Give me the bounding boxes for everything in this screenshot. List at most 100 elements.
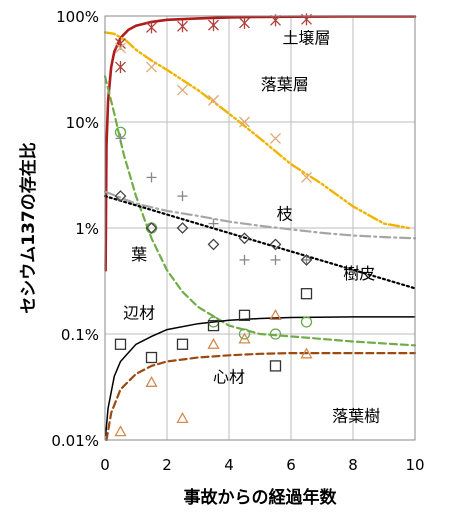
- point-soil: [177, 20, 188, 33]
- fit-curve-sapwood: [104, 316, 416, 437]
- point-bark: [238, 232, 251, 245]
- square-shape: [176, 338, 189, 350]
- point-heartwood: [114, 425, 127, 437]
- fit-curve-heartwood: [105, 352, 417, 442]
- point-heartwood: [207, 337, 220, 349]
- square-shape: [114, 338, 127, 350]
- annotation-label: 辺材: [123, 304, 155, 323]
- x-stroke: [270, 132, 281, 144]
- point-soil: [146, 21, 157, 34]
- annotation-label: 葉: [131, 245, 147, 264]
- point-bark: [300, 253, 313, 266]
- point-leaf: [269, 328, 282, 340]
- point-sapwood: [269, 360, 282, 372]
- triangle-shape: [300, 347, 313, 359]
- x-stroke: [239, 116, 250, 128]
- point-heartwood: [145, 375, 158, 387]
- x-stroke: [146, 61, 157, 73]
- point-heartwood: [176, 412, 189, 424]
- y-tick-label: 100%: [56, 8, 99, 26]
- point-branch: [115, 133, 126, 144]
- x-tick-label: 0: [100, 456, 110, 474]
- fit-curve-bark: [103, 195, 417, 290]
- point-branch: [146, 172, 157, 183]
- point-branch: [301, 254, 312, 265]
- x-axis-title: 事故からの経過年数: [184, 487, 338, 508]
- point-bark: [145, 222, 158, 234]
- point-litter: [208, 94, 219, 106]
- point-heartwood: [269, 308, 282, 320]
- point-bark: [207, 238, 220, 251]
- x-tick-label: 4: [224, 456, 234, 474]
- point-sapwood: [114, 338, 127, 350]
- point-soil: [208, 19, 219, 32]
- triangle-shape: [269, 308, 282, 320]
- point-soil: [301, 13, 312, 26]
- diamond-shape: [114, 190, 127, 203]
- x-tick-label: 8: [348, 456, 358, 474]
- triangle-shape: [207, 337, 220, 349]
- x-stroke: [115, 42, 126, 54]
- y-tick-label: 1%: [75, 220, 99, 238]
- annotation-label: 枝: [277, 205, 293, 224]
- annotation-label: 土壌層: [282, 29, 330, 48]
- point-sapwood: [145, 351, 158, 364]
- square-shape: [300, 288, 313, 300]
- point-sapwood: [176, 338, 189, 350]
- point-sapwood: [300, 288, 313, 300]
- y-axis-title: セシウム137の存在比: [18, 142, 39, 314]
- point-bark: [114, 190, 127, 203]
- plot-frame: [104, 15, 416, 441]
- square-shape: [238, 309, 251, 321]
- diamond-shape: [300, 253, 313, 266]
- circle-shape: [269, 328, 282, 340]
- diamond-shape: [238, 232, 251, 245]
- point-litter: [115, 42, 126, 54]
- triangle-shape: [114, 425, 127, 437]
- x-tick-label: 10: [405, 456, 424, 474]
- point-litter: [146, 61, 157, 73]
- annotation-label: 樹皮: [343, 264, 375, 283]
- square-shape: [269, 360, 282, 372]
- point-sapwood: [207, 319, 220, 332]
- fit-curve-litter: [103, 31, 410, 230]
- point-heartwood: [300, 347, 313, 359]
- point-bark: [269, 238, 282, 251]
- circle-shape: [300, 316, 313, 328]
- point-branch: [208, 218, 219, 229]
- point-soil: [115, 61, 126, 74]
- y-tick-label: 0.1%: [61, 326, 99, 344]
- point-soil: [239, 16, 250, 29]
- square-shape: [145, 351, 158, 364]
- x-stroke: [177, 84, 188, 96]
- triangle-shape: [145, 375, 158, 387]
- diamond-shape: [176, 222, 189, 234]
- y-tick-label: 0.01%: [51, 432, 99, 450]
- tick-labels: 0 2 4 6 8 10 0.01% 0.1% 1% 10% 100%: [51, 8, 424, 474]
- x-stroke: [301, 171, 312, 183]
- point-leaf: [300, 316, 313, 328]
- point-litter: [270, 132, 281, 144]
- triangle-shape: [176, 412, 189, 424]
- point-sapwood: [238, 309, 251, 321]
- fit-curve-branch: [103, 190, 417, 240]
- diamond-shape: [145, 222, 158, 234]
- x-tick-label: 6: [286, 456, 296, 474]
- annotation-label: 心材: [213, 367, 245, 386]
- point-bark: [176, 222, 189, 234]
- point-heartwood: [238, 332, 251, 344]
- x-stroke: [208, 94, 219, 106]
- triangle-shape: [238, 332, 251, 344]
- data-points: [114, 13, 313, 437]
- point-litter: [177, 84, 188, 96]
- fit-curve-leaf: [103, 75, 417, 347]
- point-leaf: [238, 328, 251, 340]
- point-branch: [177, 191, 188, 202]
- x-tick-label: 2: [162, 456, 172, 474]
- diamond-shape: [269, 238, 282, 251]
- point-branch: [270, 254, 281, 265]
- point-branch: [239, 254, 250, 265]
- y-tick-label: 10%: [66, 114, 99, 132]
